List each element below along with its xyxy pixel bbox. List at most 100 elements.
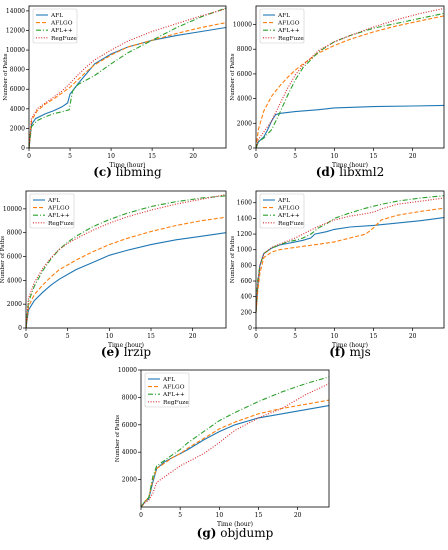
legend-box [144, 372, 190, 408]
series-line-aflpp [28, 7, 227, 149]
figure-caption: (g) objdump [197, 526, 274, 540]
y-tick-label: 0 [21, 145, 25, 152]
legend-label: AFL++ [277, 213, 300, 219]
series-line-aflpp [255, 12, 445, 149]
y-tick-label: 2000 [122, 477, 137, 484]
chart-panel-0: 0 5 10 15 20 0 2000 4000 6000 8000 10000 12000 14000… [3, 5, 227, 179]
caption-text: mjs [346, 345, 371, 359]
chart-panel-2: 0 5 10 15 20 0 2000 4000 6000 8000 10000 Time (hour… [0, 190, 227, 359]
caption-letter: (d) [316, 165, 336, 179]
legend-label: AFL [50, 13, 63, 19]
y-tick-label: 10000 [6, 47, 25, 54]
y-tick-label: 12000 [6, 27, 25, 34]
legend-label: AFL++ [47, 213, 70, 219]
series-line-aflgo [140, 399, 330, 508]
plot-frame [25, 190, 227, 329]
legend-label: RegFuze [278, 36, 304, 42]
y-tick-label: 4000 [7, 277, 22, 284]
legend-box [259, 8, 305, 44]
legend-label: AFLGO [50, 21, 73, 27]
series-line-aflgo [255, 15, 445, 149]
x-tick-label: 10 [331, 153, 339, 160]
x-tick-label: 20 [294, 512, 302, 519]
y-tick-label: 10000 [233, 22, 252, 29]
x-tick-label: 5 [293, 153, 297, 160]
y-tick-label: 6000 [10, 86, 25, 93]
chart-panel-4: 0 5 10 15 20 2000 4000 6000 8000 10000 Time (hour)… [115, 367, 330, 540]
y-tick-label: 6000 [7, 254, 22, 261]
x-axis-label: Time (hour) [332, 342, 368, 349]
y-tick-label: 4000 [10, 106, 25, 113]
x-tick-label: 0 [139, 512, 143, 519]
y-tick-label: 0 [248, 325, 252, 332]
y-tick-label: 14000 [6, 8, 25, 15]
legend-label: AFL [47, 198, 60, 204]
y-axis-label: Number of Paths [230, 53, 236, 100]
y-tick-label: 4000 [122, 449, 137, 456]
series-line-regfuze [140, 383, 330, 508]
y-tick-label: 8000 [237, 46, 252, 53]
y-tick-label: 1400 [237, 215, 252, 222]
y-tick-label: 400 [241, 294, 253, 301]
x-tick-label: 20 [409, 153, 417, 160]
figure-caption: (e) lrzip [101, 345, 152, 359]
y-axis-label: Number of Paths [3, 53, 9, 100]
x-tick-label: 20 [189, 333, 197, 340]
figure-caption: (d) libxml2 [316, 165, 385, 179]
plot-frame [255, 5, 445, 149]
x-axis-label: Time (hour) [108, 342, 144, 349]
x-axis-label: Time (hour) [332, 162, 368, 169]
legend-label: RegFuze [48, 221, 74, 227]
legend-label: AFLGO [277, 21, 300, 27]
x-tick-label: 15 [148, 153, 156, 160]
x-tick-label: 5 [66, 333, 70, 340]
series-line-afl [255, 104, 445, 149]
y-tick-label: 1600 [237, 200, 252, 207]
series-line-aflpp [140, 376, 330, 508]
y-tick-label: 10000 [3, 206, 22, 213]
series-line-afl [255, 217, 445, 313]
y-tick-label: 1000 [237, 247, 252, 254]
y-tick-label: 6000 [122, 422, 137, 429]
legend-label: AFL++ [162, 392, 185, 398]
legend-label: RegFuze [278, 221, 304, 227]
series-line-afl [140, 405, 330, 508]
x-tick-label: 20 [409, 333, 417, 340]
y-axis-label: Number of Paths [230, 236, 236, 283]
caption-letter: (g) [197, 526, 217, 540]
figure-caption: (c) libming [93, 165, 162, 179]
legend-box [32, 8, 78, 44]
legend-label: AFL [162, 377, 175, 383]
y-tick-label: 200 [241, 309, 253, 316]
chart-panel-1: 0 5 10 15 20 0 2000 4000 6000 8000 10000 Time (hour… [230, 5, 445, 179]
plot-frame [255, 190, 445, 329]
legend-box [29, 193, 75, 229]
legend-label: AFLGO [277, 206, 300, 212]
x-tick-label: 5 [178, 512, 182, 519]
x-tick-label: 20 [189, 153, 197, 160]
x-tick-label: 5 [293, 333, 297, 340]
y-tick-label: 8000 [10, 67, 25, 74]
y-tick-label: 2000 [10, 125, 25, 132]
y-tick-label: 800 [241, 262, 253, 269]
legend-label: AFLGO [162, 385, 185, 391]
series-line-aflgo [28, 22, 227, 149]
series-line-aflpp [255, 195, 445, 313]
caption-text: objdump [216, 526, 273, 540]
legend-box [259, 193, 305, 229]
y-tick-label: 2000 [237, 120, 252, 127]
series-line-afl [25, 232, 227, 329]
y-tick-label: 1200 [237, 231, 252, 238]
series-line-aflgo [255, 207, 445, 313]
chart-panel-3: 0 5 10 15 2002004006008001000120014001600Tim… [230, 190, 445, 359]
y-tick-label: 600 [241, 278, 253, 285]
y-tick-label: 4000 [237, 96, 252, 103]
legend-label: RegFuze [51, 36, 77, 42]
plot-frame [28, 5, 227, 149]
caption-text: lrzip [120, 345, 152, 359]
y-tick-label: 6000 [237, 71, 252, 78]
x-tick-label: 0 [24, 333, 28, 340]
y-tick-label: 8000 [7, 230, 22, 237]
legend-label: AFL++ [277, 28, 300, 34]
